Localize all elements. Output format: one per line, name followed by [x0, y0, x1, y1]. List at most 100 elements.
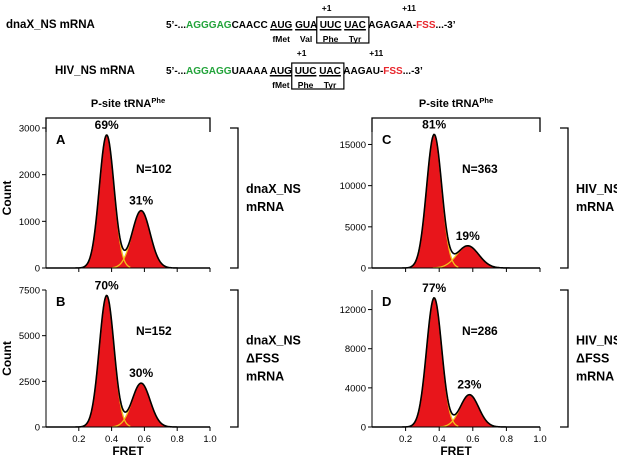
- sequence-segment: CAACC: [232, 20, 271, 31]
- sum-curve: [46, 294, 210, 428]
- sequence-name: dnaX_NS mRNA: [6, 19, 95, 31]
- sequence-name: HIV_NS mRNA: [55, 65, 135, 77]
- peak-percent: 81%: [422, 118, 446, 132]
- peak-fill: [372, 134, 540, 268]
- sequence-text: 5’-...AGGAGGUAAAA AUG UUC UAC AAGAU-FSS.…: [166, 66, 423, 77]
- y-tick-label: 3000: [19, 124, 40, 135]
- codon: AUG: [270, 66, 292, 77]
- x-tick-label: 0.4: [105, 434, 118, 445]
- position-plus11: +11: [402, 3, 416, 13]
- peak-fill: [372, 245, 540, 268]
- x-axis-title: FRET: [440, 444, 472, 455]
- peak-percent: 19%: [456, 229, 480, 243]
- peak-percent: 69%: [95, 118, 119, 132]
- peak-fill: [46, 295, 210, 427]
- y-tick-label: 12000: [340, 305, 366, 316]
- histogram-panel-C: 0 5000 10000 15000 C N=363 81% 19% HIV_NS mRNA: [340, 118, 617, 275]
- side-label-line: dnaX_NS: [246, 182, 301, 196]
- peak-fill: [372, 394, 540, 427]
- y-tick-label: 5000: [345, 222, 366, 233]
- group-title: P-site tRNAPhe: [419, 96, 493, 110]
- histogram-panel-B: 0 2500 5000 7500 0.2 0.4 0.6 0.8 1.0 FRET Count B N=…: [0, 278, 301, 455]
- side-label-line: mRNA: [576, 200, 614, 214]
- group-bracket: [45, 117, 211, 132]
- group-title-superscript: Phe: [479, 96, 493, 105]
- x-tick-label: 0.8: [500, 434, 513, 445]
- group-title: P-site tRNAPhe: [91, 96, 165, 110]
- group-bracket: [371, 117, 541, 132]
- y-tick-label: 0: [35, 423, 40, 434]
- x-tick-label: 0.4: [433, 434, 446, 445]
- codon: GUA: [295, 20, 317, 31]
- y-tick-label: 10000: [340, 181, 366, 192]
- histogram-panel-A: 0 1000 2000 3000 Count A N=102 69% 31% dnaX_NS mRN…: [0, 118, 301, 275]
- group-title-main: P-site tRNA: [419, 98, 480, 110]
- side-label-line: dnaX_NS: [246, 334, 301, 348]
- sequence-header: dnaX_NS mRNA 5’-...AGGGAGCAACC AUG GUA UU…: [6, 3, 456, 90]
- histogram-panels: 0 1000 2000 3000 Count A N=102 69% 31% dnaX_NS mRN…: [0, 118, 617, 455]
- side-label-line: ΔFSS: [246, 352, 279, 366]
- y-tick-label: 15000: [340, 140, 366, 151]
- sequence-segment: 5’-...: [166, 66, 186, 77]
- position-plus1: +1: [322, 3, 332, 13]
- codon: UUC: [320, 20, 342, 31]
- side-label-line: HIV_NS: [576, 334, 617, 348]
- y-tick-label: 1000: [19, 217, 40, 228]
- group-brackets: P-site tRNAPhe P-site tRNAPhe: [45, 96, 541, 132]
- y-tick-label: 0: [361, 423, 366, 434]
- peak-percent: 77%: [422, 281, 446, 295]
- x-tick-label: 0.2: [399, 434, 412, 445]
- codon: AUG: [270, 20, 292, 31]
- amino-acid-label: Phe: [298, 80, 314, 90]
- position-plus1: +1: [297, 48, 307, 58]
- x-tick-label: 0.6: [466, 434, 479, 445]
- side-label-line: mRNA: [246, 200, 284, 214]
- position-plus11: +11: [369, 48, 383, 58]
- side-label-line: mRNA: [576, 370, 614, 384]
- sequence-segment: UAAAA: [232, 66, 270, 77]
- codon: UAC: [319, 66, 341, 77]
- side-bracket: [560, 127, 569, 269]
- y-tick-label: 7500: [19, 286, 40, 297]
- x-tick-label: 0.2: [72, 434, 85, 445]
- side-bracket: [560, 289, 569, 428]
- x-axis-title: FRET: [112, 444, 144, 455]
- y-tick-label: 4000: [345, 383, 366, 394]
- sequence-segment: ...-3’: [436, 20, 456, 31]
- codon: UAC: [344, 20, 366, 31]
- panel-letter: B: [56, 294, 65, 309]
- n-label: N=152: [136, 324, 172, 338]
- y-axis-title: Count: [0, 341, 14, 376]
- sequence-text: 5’-...AGGGAGCAACC AUG GUA UUC UAC AGAGAA…: [166, 20, 456, 31]
- side-label-line: HIV_NS: [576, 182, 617, 196]
- amino-acid-label: fMet: [272, 80, 290, 90]
- sum-curve: [372, 133, 540, 269]
- peak-fill: [46, 210, 210, 268]
- y-tick-label: 0: [35, 264, 40, 275]
- p-site-box: [291, 62, 345, 90]
- amino-acid-label: Tyr: [324, 80, 337, 90]
- sequence-segment: AGGGAG: [186, 20, 232, 31]
- p-site-box: [316, 16, 370, 44]
- sequence-segment: AGGAGG: [186, 66, 232, 77]
- amino-acid-label: Val: [300, 34, 312, 44]
- histogram-panel-D: 0 4000 8000 12000 0.2 0.4 0.6 0.8 1.0 FRET D N=286 7…: [340, 281, 617, 455]
- group-title-superscript: Phe: [151, 96, 165, 105]
- sequence-segment: AAGAU-: [341, 66, 383, 77]
- panel-letter: C: [382, 132, 392, 147]
- y-tick-label: 5000: [19, 331, 40, 342]
- peak-percent: 30%: [129, 366, 153, 380]
- y-tick-label: 2500: [19, 377, 40, 388]
- sequence-segment: FSS: [416, 20, 436, 31]
- x-tick-label: 1.0: [533, 434, 546, 445]
- sequence-segment: FSS: [383, 66, 403, 77]
- panel-letter: D: [382, 294, 391, 309]
- sequence-segment: 5’-...: [166, 20, 186, 31]
- sequence-segment: AGAGAA-: [366, 20, 416, 31]
- n-label: N=286: [462, 324, 498, 338]
- peak-fill: [46, 383, 210, 427]
- x-tick-label: 1.0: [203, 434, 216, 445]
- group-title-main: P-site tRNA: [91, 98, 152, 110]
- y-tick-label: 2000: [19, 170, 40, 181]
